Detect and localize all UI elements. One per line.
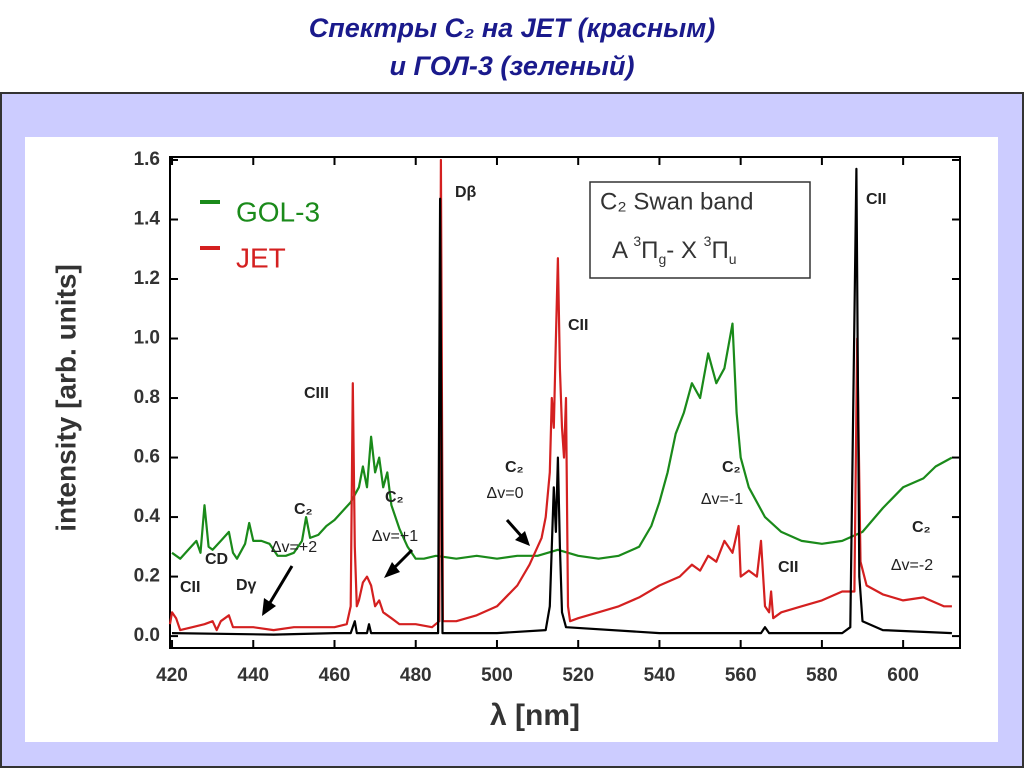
y-tick-label: 1.2 — [134, 268, 160, 289]
chart-panel — [25, 137, 998, 742]
x-tick-label: 600 — [887, 665, 919, 686]
plot-frame — [169, 156, 961, 649]
series-line — [168, 158, 952, 632]
annotation: C₂ — [912, 519, 931, 536]
x-tick-label: 500 — [481, 665, 513, 686]
arrow — [505, 519, 525, 539]
formula-sub: g — [659, 251, 667, 267]
arrow — [266, 565, 294, 607]
info-box-formula: A 3Πg- X 3Πu — [612, 233, 737, 267]
annotation: CII — [866, 191, 886, 208]
arrow-head — [262, 598, 276, 616]
annotation: Δv=-1 — [701, 491, 743, 508]
x-tick-label: 580 — [806, 665, 838, 686]
x-axis-label: λ [nm] — [490, 699, 580, 732]
y-tick-label: 0.0 — [134, 625, 160, 646]
slide-title-line: Спектры C₂ на JET (красным) — [309, 13, 715, 43]
x-tick-label: 460 — [319, 665, 351, 686]
x-tick-label: 420 — [156, 665, 188, 686]
x-tick-label: 560 — [725, 665, 757, 686]
y-tick-label: 0.8 — [134, 387, 160, 408]
y-tick-label: 1.0 — [134, 328, 160, 349]
slide-title-line: и ГОЛ-3 (зеленый) — [390, 51, 635, 81]
annotation: CII — [778, 559, 798, 576]
y-tick-label: 0.2 — [134, 566, 160, 587]
x-tick-label: 480 — [400, 665, 432, 686]
y-tick-label: 0.6 — [134, 447, 160, 468]
annotation: C₂ — [385, 489, 404, 506]
formula-part: Π — [641, 237, 658, 264]
y-axis-label: intensity [arb. units] — [50, 264, 81, 532]
annotation: Dγ — [236, 577, 257, 594]
annotation: Δv=+2 — [271, 539, 317, 556]
arrow-head — [384, 562, 400, 578]
annotation: C₂ — [722, 459, 741, 476]
annotation: CII — [180, 579, 200, 596]
annotation: Δv=0 — [487, 485, 524, 502]
formula-sub: u — [729, 251, 737, 267]
x-tick-label: 440 — [237, 665, 269, 686]
arrow-head — [515, 531, 530, 546]
legend-label: GOL-3 — [236, 196, 320, 227]
info-box — [589, 181, 811, 279]
annotation: Dβ — [455, 184, 477, 201]
annotation: C₂ — [505, 459, 524, 476]
formula-part: Π — [711, 237, 728, 264]
annotation: Δv=+1 — [372, 528, 418, 545]
series-line — [171, 322, 953, 560]
x-tick-label: 520 — [562, 665, 594, 686]
y-tick-label: 1.4 — [134, 209, 161, 230]
annotation: CIII — [304, 385, 329, 402]
formula-sup: 3 — [633, 233, 641, 249]
annotation: CII — [568, 317, 588, 334]
series-line — [171, 167, 952, 636]
annotation: CD — [205, 551, 228, 568]
arrow-heads — [262, 531, 530, 616]
info-box-title: C₂ Swan band — [600, 188, 753, 215]
annotation: Δv=-2 — [891, 557, 933, 574]
x-tick-label: 540 — [644, 665, 676, 686]
y-tick-label: 1.6 — [134, 149, 160, 170]
legend-label: JET — [236, 242, 286, 273]
plot-area — [168, 157, 960, 648]
formula-sup: 3 — [704, 233, 712, 249]
formula-part: A — [612, 237, 633, 264]
annotation: C₂ — [294, 501, 313, 518]
y-tick-label: 0.4 — [134, 506, 161, 527]
formula-part: - X — [666, 237, 703, 264]
